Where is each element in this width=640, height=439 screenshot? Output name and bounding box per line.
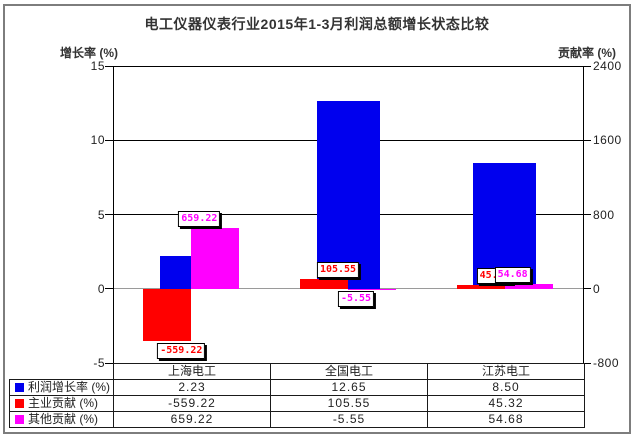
table-row: 主业贡献 (%) -559.22 105.55 45.32 [9,395,585,412]
left-tick-mark [105,362,113,364]
chart-title: 电工仪器仪表行业2015年1-3月利润总额增长状态比较 [144,16,490,32]
right-tick-mark [583,362,591,364]
right-tick-mark [583,65,591,67]
left-tick-mark [105,214,113,215]
left-tick-mark [105,288,113,290]
left-tick-mark [105,139,113,141]
left-axis-line [113,66,114,363]
table-cell: 54.68 [427,411,585,428]
bar-series2-cat2 [300,278,348,289]
legend-swatch-main-contrib [15,399,24,408]
table-corner-cell [10,364,114,380]
gridline [113,65,583,67]
value-label: 105.55 [316,261,360,278]
value-label: -559.22 [157,342,206,359]
left-axis-tick-label: 5 [97,207,105,222]
column-header-shanghai: 上海电工 [113,363,271,380]
table-cell: 2.23 [113,379,271,396]
row-label-text: 其他贡献 (%) [28,412,98,427]
right-axis-tick-label: -800 [593,356,620,370]
row-label-main-contrib: 主业贡献 (%) [9,395,114,412]
table-row: 利润增长率 (%) 2.23 12.65 8.50 [9,379,585,396]
table-cell: 105.55 [270,395,428,412]
table-cell: 45.32 [427,395,585,412]
right-axis-tick-label: 1600 [593,133,622,148]
value-label: 659.22 [178,210,221,227]
table-cell: 12.65 [270,379,428,396]
table-cell: -559.22 [113,395,271,412]
table-cell: 659.22 [113,411,271,428]
right-axis-label: 贡献率 (%) [558,46,616,60]
left-axis-tick-label: 15 [90,59,105,73]
right-axis-tick-label: 800 [593,207,615,222]
row-label-other-contrib: 其他贡献 (%) [9,411,114,428]
bar-series3-cat2 [348,288,396,290]
value-label: -5.55 [337,291,375,308]
bar-series2-cat3 [456,284,505,289]
column-header-jiangsu: 江苏电工 [427,363,585,380]
left-tick-mark [105,65,113,67]
column-header-national: 全国电工 [270,363,428,380]
left-axis-tick-label: 10 [90,133,105,148]
right-axis-line [583,66,584,363]
data-table: 上海电工 全国电工 江苏电工 利润增长率 (%) 2.23 12.65 8.50… [9,363,585,428]
bar-series3-cat1 [191,227,240,289]
table-header-row: 上海电工 全国电工 江苏电工 [10,363,585,380]
right-tick-mark [583,214,591,215]
row-label-text: 主业贡献 (%) [28,396,98,411]
bar-series1-cat2 [316,100,380,289]
right-tick-mark [583,139,591,141]
value-label: 54.68 [494,266,531,283]
left-axis-label: 增长率 (%) [60,46,118,60]
left-axis-tick-label: 0 [97,281,105,296]
legend-swatch-profit-growth [15,383,24,392]
row-label-profit-growth: 利润增长率 (%) [9,379,114,396]
right-axis-tick-label: 0 [593,281,601,296]
left-axis-tick-label: -5 [93,356,105,370]
right-axis-tick-label: 2400 [593,59,622,73]
row-label-text: 利润增长率 (%) [28,380,110,395]
table-row: 其他贡献 (%) 659.22 -5.55 54.68 [9,411,585,428]
table-cell: -5.55 [270,411,428,428]
legend-swatch-other-contrib [15,415,24,424]
bar-series2-cat1 [143,288,192,341]
right-tick-mark [583,288,591,290]
table-cell: 8.50 [427,379,585,396]
bar-series3-cat3 [504,283,553,289]
